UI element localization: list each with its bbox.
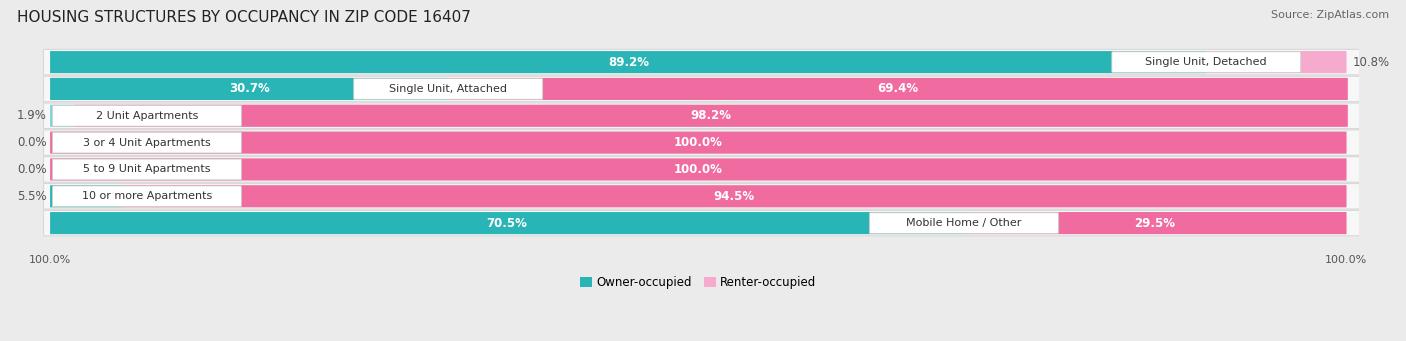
- Text: 70.5%: 70.5%: [486, 217, 527, 229]
- Text: 100.0%: 100.0%: [673, 163, 723, 176]
- Text: Source: ZipAtlas.com: Source: ZipAtlas.com: [1271, 10, 1389, 20]
- FancyBboxPatch shape: [51, 158, 1347, 180]
- Text: 0.0%: 0.0%: [17, 163, 46, 176]
- Text: Single Unit, Attached: Single Unit, Attached: [389, 84, 508, 94]
- FancyBboxPatch shape: [1112, 52, 1301, 73]
- FancyBboxPatch shape: [44, 49, 1360, 75]
- Text: 0.0%: 0.0%: [17, 136, 46, 149]
- Text: HOUSING STRUCTURES BY OCCUPANCY IN ZIP CODE 16407: HOUSING STRUCTURES BY OCCUPANCY IN ZIP C…: [17, 10, 471, 25]
- Text: 100.0%: 100.0%: [673, 136, 723, 149]
- FancyBboxPatch shape: [51, 132, 1347, 154]
- Text: 1.9%: 1.9%: [17, 109, 46, 122]
- FancyBboxPatch shape: [354, 78, 543, 99]
- Text: 98.2%: 98.2%: [690, 109, 731, 122]
- Text: Mobile Home / Other: Mobile Home / Other: [907, 218, 1022, 228]
- Text: 10.8%: 10.8%: [1353, 56, 1391, 69]
- Text: 10 or more Apartments: 10 or more Apartments: [82, 191, 212, 201]
- Text: 30.7%: 30.7%: [229, 83, 270, 95]
- Text: 5.5%: 5.5%: [17, 190, 46, 203]
- Text: 29.5%: 29.5%: [1135, 217, 1175, 229]
- FancyBboxPatch shape: [1206, 51, 1347, 73]
- Text: 89.2%: 89.2%: [607, 56, 648, 69]
- FancyBboxPatch shape: [51, 105, 76, 127]
- FancyBboxPatch shape: [44, 157, 1360, 182]
- Legend: Owner-occupied, Renter-occupied: Owner-occupied, Renter-occupied: [581, 276, 817, 290]
- FancyBboxPatch shape: [51, 78, 449, 100]
- Text: 94.5%: 94.5%: [713, 190, 755, 203]
- Text: 5 to 9 Unit Apartments: 5 to 9 Unit Apartments: [83, 164, 211, 175]
- Text: 69.4%: 69.4%: [877, 83, 918, 95]
- Text: 2 Unit Apartments: 2 Unit Apartments: [96, 111, 198, 121]
- Text: Single Unit, Detached: Single Unit, Detached: [1146, 57, 1267, 67]
- FancyBboxPatch shape: [44, 103, 1360, 129]
- FancyBboxPatch shape: [44, 130, 1360, 155]
- FancyBboxPatch shape: [963, 212, 1347, 234]
- FancyBboxPatch shape: [75, 105, 1348, 127]
- FancyBboxPatch shape: [449, 78, 1348, 100]
- FancyBboxPatch shape: [121, 185, 1347, 207]
- FancyBboxPatch shape: [51, 185, 122, 207]
- FancyBboxPatch shape: [51, 212, 965, 234]
- FancyBboxPatch shape: [44, 76, 1360, 102]
- FancyBboxPatch shape: [52, 159, 242, 180]
- FancyBboxPatch shape: [52, 132, 242, 153]
- FancyBboxPatch shape: [869, 213, 1059, 234]
- FancyBboxPatch shape: [44, 210, 1360, 236]
- FancyBboxPatch shape: [51, 51, 1206, 73]
- FancyBboxPatch shape: [44, 183, 1360, 209]
- FancyBboxPatch shape: [52, 105, 242, 126]
- FancyBboxPatch shape: [52, 186, 242, 207]
- Text: 3 or 4 Unit Apartments: 3 or 4 Unit Apartments: [83, 138, 211, 148]
